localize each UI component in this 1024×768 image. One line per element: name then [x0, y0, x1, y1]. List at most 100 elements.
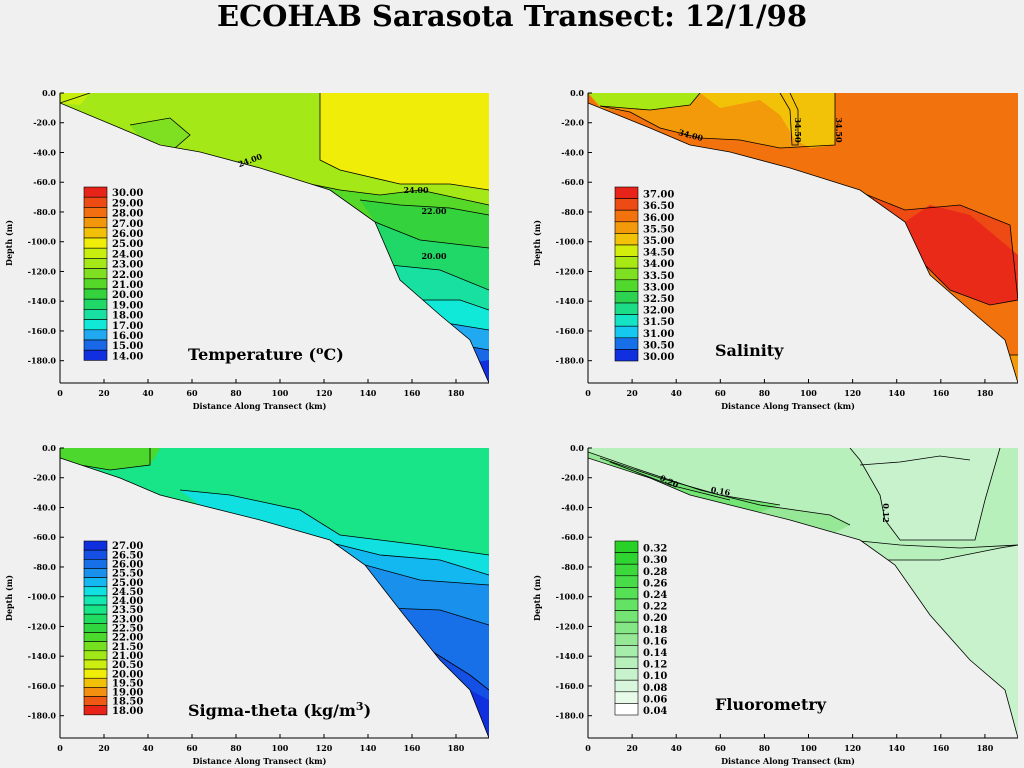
legend-swatch [614, 233, 639, 246]
legend-swatch [83, 349, 108, 361]
y-tick-label: -60.0 [561, 532, 584, 542]
title-main: Temperature ( [188, 345, 316, 364]
legend-label: 27.00 [112, 219, 143, 230]
legend-label: 18.00 [112, 311, 143, 322]
x-tick-label: 180 [977, 388, 994, 398]
y-tick-label: -40.0 [33, 502, 56, 512]
legend-label: 36.00 [643, 213, 674, 224]
legend-label: 0.10 [643, 671, 667, 682]
x-tick-label: 100 [800, 743, 817, 753]
sigma-theta-field [60, 448, 489, 738]
x-tick-label: 20 [98, 388, 110, 398]
legend-label: 25.50 [112, 569, 143, 580]
legend-swatch [83, 319, 108, 331]
legend-label: 22.00 [112, 633, 143, 644]
legend-label: 26.00 [112, 229, 143, 240]
y-tick-label: -60.0 [561, 177, 584, 187]
legend-label: 22.00 [112, 270, 143, 281]
y-tick-label: -80.0 [561, 207, 584, 217]
legend-swatch [614, 325, 639, 339]
legend-label: 0.20 [643, 613, 667, 624]
legend-label: 30.00 [643, 352, 674, 363]
legend-swatch [83, 207, 108, 218]
contour-label: 22.00 [421, 206, 446, 216]
legend-swatch [83, 237, 108, 249]
y-tick-label: -100.0 [556, 237, 585, 247]
legend-swatch [83, 339, 108, 351]
y-tick-label: -20.0 [561, 118, 584, 128]
temperature-title: Temperature (oC) [188, 344, 344, 364]
x-tick-label: 20 [98, 743, 110, 753]
legend-swatch [83, 586, 108, 597]
x-tick-label: 180 [448, 743, 465, 753]
legend-swatch [83, 613, 108, 624]
legend-label: 31.50 [643, 317, 674, 328]
x-tick-label: 0 [585, 388, 591, 398]
legend-swatch [614, 221, 639, 234]
legend-swatch [83, 309, 108, 320]
y-tick-label: -80.0 [33, 207, 56, 217]
sigma-theta-title: Sigma-theta (kg/m3) [188, 700, 371, 720]
y-tick-label: -180.0 [28, 356, 57, 366]
contour-label: 0.12 [881, 503, 891, 522]
fluorometry-field [588, 448, 1018, 738]
legend-label: 19.00 [112, 688, 143, 699]
legend-label: 36.50 [643, 201, 674, 212]
legend-label: 15.00 [112, 341, 143, 352]
y-tick-label: -100.0 [556, 592, 585, 602]
x-tick-label: 180 [448, 388, 465, 398]
fluorometry-panel [588, 448, 1018, 738]
legend-label: 19.50 [112, 678, 143, 689]
legend-swatch [83, 595, 108, 606]
x-tick-label: 20 [627, 388, 639, 398]
y-tick-label: -60.0 [33, 532, 56, 542]
legend-swatch [83, 604, 108, 615]
fluorometry-legend: 0.320.300.280.260.240.220.200.180.160.14… [614, 540, 667, 717]
x-axis-label: Distance Along Transect (km) [193, 756, 327, 766]
legend-swatch [614, 598, 639, 611]
x-tick-label: 120 [844, 388, 861, 398]
y-tick-label: -140.0 [28, 296, 57, 306]
legend-label: 0.26 [643, 578, 667, 589]
x-tick-label: 60 [715, 743, 727, 753]
legend-swatch [83, 247, 108, 259]
x-tick-label: 60 [186, 388, 198, 398]
title-end: C) [323, 345, 343, 364]
contour-label: 20.00 [421, 251, 446, 261]
sigma-theta-panel [60, 448, 489, 738]
legend-swatch [614, 337, 639, 350]
title-main: Salinity [715, 341, 784, 360]
legend-swatch [83, 705, 108, 716]
legend-swatch [614, 645, 639, 658]
legend-label: 19.00 [112, 300, 143, 311]
legend-label: 18.00 [112, 706, 143, 717]
legend-label: 29.00 [112, 198, 143, 209]
legend-swatch [614, 540, 639, 553]
legend-swatch [83, 632, 108, 642]
y-tick-label: -180.0 [556, 356, 585, 366]
legend-swatch [83, 558, 108, 569]
legend-label: 34.00 [643, 259, 674, 270]
legend-swatch [614, 703, 639, 716]
axes-layer: 0 20 40 60 80 100 120 140 160 180 0.0 -20.0 -40.0 -60… [4, 88, 1018, 766]
legend-label: 23.00 [112, 260, 143, 271]
sigma-theta-legend: 27.0026.5026.0025.5025.0024.5024.0023.50… [83, 540, 143, 717]
title-end: ) [364, 701, 372, 720]
legend-label: 0.16 [643, 636, 667, 647]
y-tick-label: -160.0 [556, 326, 585, 336]
x-tick-label: 140 [888, 388, 905, 398]
x-tick-label: 40 [671, 743, 683, 753]
x-tick-label: 80 [230, 388, 242, 398]
legend-label: 18.50 [112, 697, 143, 708]
legend-label: 0.18 [643, 625, 667, 636]
x-tick-label: 120 [844, 743, 861, 753]
legend-label: 0.28 [643, 567, 667, 578]
legend-label: 31.00 [643, 329, 674, 340]
legend-swatch [614, 656, 639, 669]
legend-swatch [614, 244, 639, 257]
legend-label: 24.00 [112, 596, 143, 607]
legend-swatch [614, 256, 639, 269]
y-tick-label: -40.0 [561, 502, 584, 512]
legend-swatch [83, 568, 108, 578]
x-tick-label: 180 [977, 743, 994, 753]
